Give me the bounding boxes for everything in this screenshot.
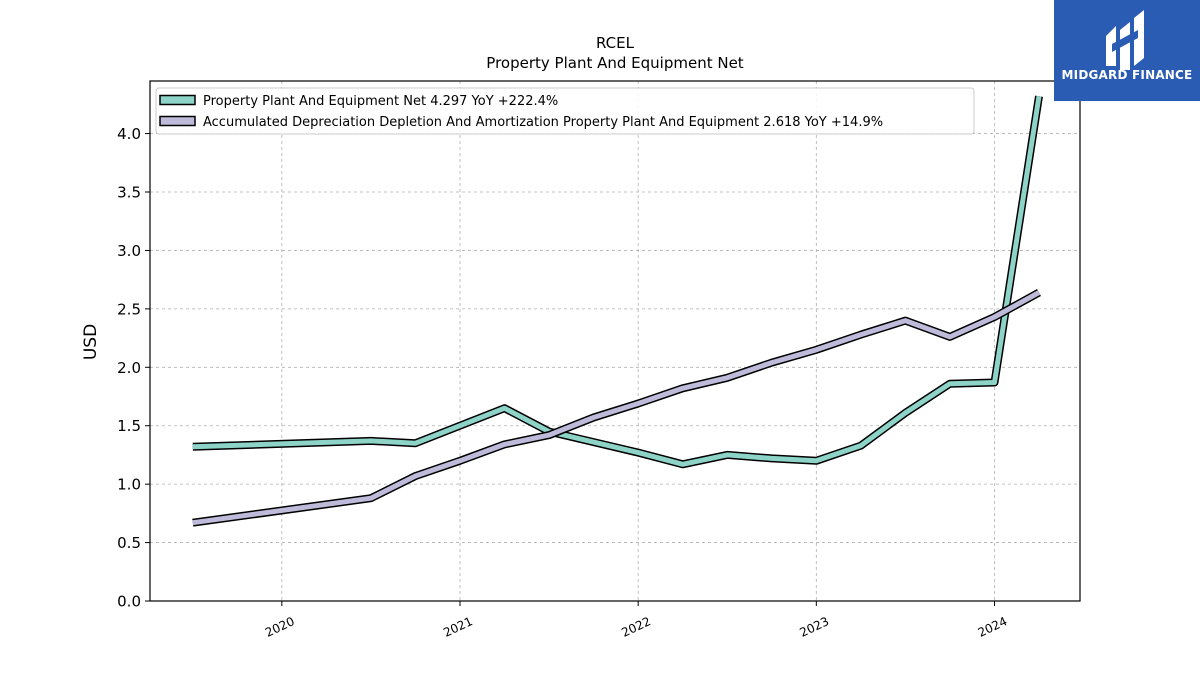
- series-line-1: [192, 95, 1042, 467]
- series-lines: [192, 95, 1043, 527]
- y-tick-label: 2.5: [117, 300, 141, 318]
- legend: Property Plant And Equipment Net 4.297 Y…: [155, 87, 975, 135]
- y-tick-label: 1.0: [117, 476, 141, 494]
- brand-logo: MIDGARD FINANCE: [1054, 0, 1200, 101]
- logo-mark-icon: [1106, 10, 1144, 70]
- legend-swatch: [159, 115, 196, 127]
- x-axis: 2020 2021 2022 2023 2024: [263, 601, 1009, 640]
- x-tick-label: 2021: [441, 614, 475, 640]
- y-tick-label: 2.0: [117, 359, 141, 377]
- legend-swatch: [159, 94, 196, 106]
- y-axis-label: USD: [81, 324, 101, 360]
- x-tick-label: 2024: [976, 614, 1010, 640]
- x-tick-label: 2022: [619, 614, 653, 640]
- legend-box: [155, 87, 975, 135]
- y-axis: 0.0 0.5 1.0 1.5 2.0 2.5 3.0 3.5 4.0: [117, 125, 150, 611]
- y-tick-label: 1.5: [117, 417, 141, 435]
- legend-label: Property Plant And Equipment Net 4.297 Y…: [203, 94, 558, 109]
- y-tick-label: 4.0: [117, 125, 141, 143]
- chart-title: RCEL: [596, 34, 635, 52]
- y-tick-label: 3.0: [117, 242, 141, 260]
- chart-subtitle: Property Plant And Equipment Net: [486, 54, 743, 72]
- grid-lines: [150, 81, 1080, 601]
- y-tick-label: 0.5: [117, 534, 141, 552]
- x-tick-label: 2023: [798, 614, 832, 640]
- x-tick-label: 2020: [263, 614, 297, 640]
- logo-text: MIDGARD FINANCE: [1061, 68, 1193, 82]
- y-tick-label: 3.5: [117, 184, 141, 202]
- y-tick-label: 0.0: [117, 593, 141, 611]
- legend-label: Accumulated Depreciation Depletion And A…: [203, 115, 883, 130]
- series-line-2: [192, 290, 1041, 526]
- plot-frame: [149, 80, 1081, 602]
